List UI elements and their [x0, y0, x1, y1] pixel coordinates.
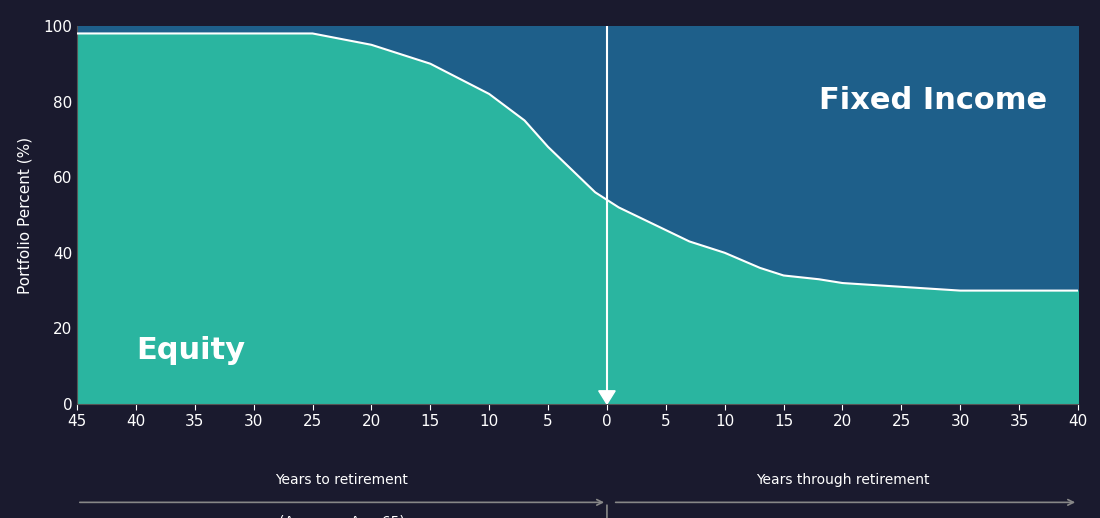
Text: Equity: Equity [136, 336, 245, 365]
Text: Years through retirement: Years through retirement [756, 473, 930, 487]
Text: (Assumes Age 65): (Assumes Age 65) [279, 515, 405, 518]
Y-axis label: Portfolio Percent (%): Portfolio Percent (%) [18, 136, 32, 294]
Polygon shape [598, 391, 615, 404]
Text: Years to retirement: Years to retirement [275, 473, 408, 487]
Text: Fixed Income: Fixed Income [818, 86, 1047, 115]
